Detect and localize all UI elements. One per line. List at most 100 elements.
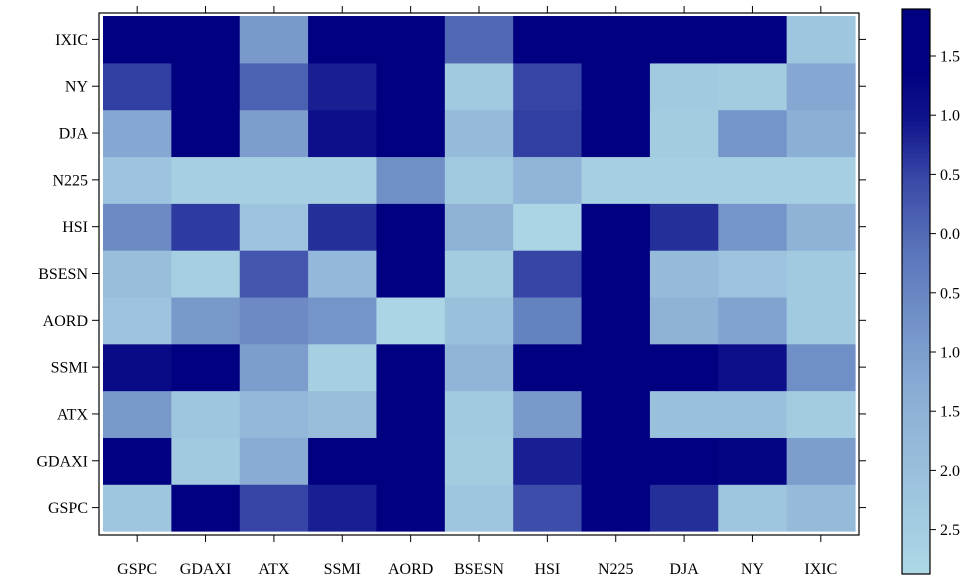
heatmap-cell-AORD-GDAXI: [171, 296, 241, 345]
heatmap-cell-AORD-ATX: [239, 296, 309, 345]
heatmap-cell-ATX-BSESN: [444, 390, 514, 438]
colorbar-segment: [902, 501, 930, 506]
colorbar-segment: [902, 259, 930, 264]
colorbar-segment: [902, 517, 930, 523]
colorbar-segment: [902, 85, 930, 91]
heatmap-cell-GSPC-IXIC: [786, 484, 856, 532]
heatmap-cell-GSPC-BSESN: [444, 484, 514, 532]
heatmap-cell-SSMI-BSESN: [444, 343, 514, 392]
colorbar-segment: [902, 384, 930, 389]
colorbar-segment: [902, 17, 930, 22]
heatmap-cell-AORD-N225: [581, 296, 651, 345]
colorbar-segment: [902, 343, 930, 349]
colorbar-segment: [902, 45, 930, 50]
heatmap-cell-ATX-N225: [581, 390, 651, 438]
colorbar-segment: [902, 497, 930, 502]
heatmap-cell-GDAXI-N225: [581, 437, 651, 485]
colorbar-segment: [902, 311, 930, 317]
colorbar-segment: [902, 565, 930, 571]
colorbar-segment: [902, 569, 930, 575]
heatmap-cell-GDAXI-DJA: [649, 437, 719, 485]
heatmap-cell-IXIC-AORD: [376, 16, 446, 64]
colorbar-segment: [902, 372, 930, 377]
heatmap-cell-GSPC-DJA: [649, 484, 719, 532]
heatmap-cell-HSI-N225: [581, 203, 651, 251]
colorbar-segment: [902, 33, 930, 38]
heatmap-cell-IXIC-GDAXI: [171, 16, 241, 64]
colorbar-segment: [902, 323, 930, 329]
heatmap-cell-DJA-GDAXI: [171, 109, 241, 158]
heatmap-cell-NY-IXIC: [786, 62, 856, 111]
heatmap-cell-ATX-HSI: [513, 390, 583, 438]
colorbar-segment: [902, 25, 930, 30]
heatmap-cell-AORD-NY: [718, 296, 788, 345]
heatmap-cell-BSESN-SSMI: [308, 250, 378, 298]
heatmap-cell-DJA-GSPC: [103, 109, 172, 158]
colorbar-segment: [902, 469, 930, 474]
colorbar-segment: [902, 271, 930, 276]
colorbar-segment: [902, 154, 930, 159]
heatmap-cell-GSPC-HSI: [513, 484, 583, 532]
heatmap-cell-SSMI-DJA: [649, 343, 719, 392]
colorbar-segment: [902, 356, 930, 361]
colorbar-segment: [902, 307, 930, 313]
colorbar-segment: [902, 392, 930, 398]
colorbar-segment: [902, 327, 930, 333]
colorbar-segment: [902, 352, 930, 357]
colorbar-segment: [902, 493, 930, 498]
heatmap-cell-BSESN-HSI: [513, 250, 583, 298]
colorbar-segment: [902, 388, 930, 393]
colorbar-tick-label: 1.5: [940, 404, 960, 421]
colorbar-segment: [902, 303, 930, 309]
colorbar-segment: [902, 77, 930, 83]
heatmap-cell-BSESN-N225: [581, 250, 651, 298]
colorbar-segment: [902, 456, 930, 462]
colorbar-segment: [902, 134, 930, 139]
heatmap-cell-GDAXI-GDAXI: [171, 437, 241, 485]
heatmap-cell-AORD-GSPC: [103, 296, 172, 345]
colorbar-segment: [902, 13, 930, 18]
colorbar-segment: [902, 339, 930, 345]
heatmap-cell-N225-GSPC: [103, 156, 172, 204]
colorbar-segment: [902, 73, 930, 79]
colorbar-segment: [902, 130, 930, 135]
heatmap-cell-HSI-HSI: [513, 203, 583, 251]
y-tick-label: IXIC: [55, 32, 88, 49]
heatmap-cell-N225-ATX: [239, 156, 309, 204]
heatmap-cell-ATX-DJA: [649, 390, 719, 438]
colorbar-segment: [902, 279, 930, 285]
colorbar-segment: [902, 113, 930, 119]
colorbar-segment: [902, 283, 930, 289]
colorbar-segment: [902, 461, 930, 466]
heatmap-cell-HSI-GDAXI: [171, 203, 241, 251]
colorbar-segment: [902, 335, 930, 341]
x-tick-label: IXIC: [804, 561, 837, 578]
colorbar-segment: [902, 53, 930, 59]
colorbar-segment: [902, 194, 930, 200]
colorbar-segment: [902, 239, 930, 244]
heatmap-cell-IXIC-DJA: [649, 16, 719, 64]
heatmap-cell-DJA-NY: [718, 109, 788, 158]
colorbar-tick-label: 0.5: [940, 167, 960, 184]
colorbar-tick-label: 1.0: [940, 108, 960, 125]
x-tick-label: HSI: [534, 561, 560, 578]
y-tick-label: GSPC: [48, 500, 88, 517]
heatmap-cell-NY-N225: [581, 62, 651, 111]
heatmap-cell-GSPC-GSPC: [103, 484, 172, 532]
colorbar-segment: [902, 166, 930, 172]
heatmap-cell-GDAXI-ATX: [239, 437, 309, 485]
heatmap-cell-DJA-AORD: [376, 109, 446, 158]
heatmap-cell-N225-NY: [718, 156, 788, 204]
colorbar-segment: [902, 186, 930, 192]
colorbar-segment: [902, 299, 930, 305]
heatmap-cell-BSESN-AORD: [376, 250, 446, 298]
colorbar-segment: [902, 170, 930, 176]
x-tick-label: ATX: [258, 561, 290, 578]
heatmap-cell-GDAXI-NY: [718, 437, 788, 485]
heatmap-cell-HSI-IXIC: [786, 203, 856, 251]
heatmap-cell-NY-GSPC: [103, 62, 172, 111]
colorbar-segment: [902, 9, 930, 14]
heatmap-cell-GDAXI-SSMI: [308, 437, 378, 485]
heatmap-cell-BSESN-NY: [718, 250, 788, 298]
